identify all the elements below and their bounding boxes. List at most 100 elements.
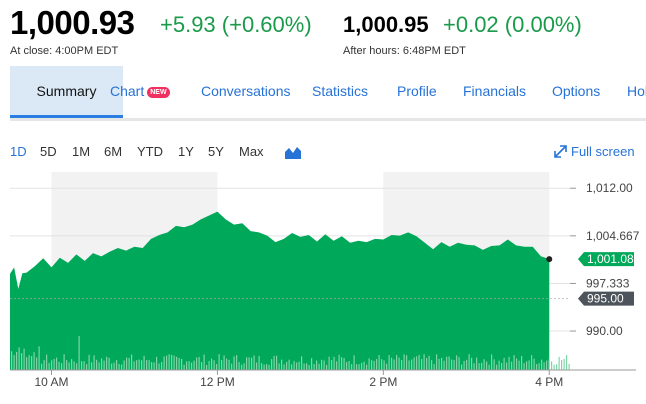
volume-bar <box>376 359 378 370</box>
range-1d[interactable]: 1D <box>10 144 27 159</box>
volume-bar <box>96 359 98 370</box>
volume-bar <box>326 364 328 370</box>
volume-bar <box>298 361 300 370</box>
tab-financials-label: Financials <box>463 83 527 99</box>
range-max[interactable]: Max <box>239 144 264 159</box>
volume-bar <box>173 355 175 370</box>
range-5d[interactable]: 5D <box>40 144 57 159</box>
volume-bar <box>151 362 153 370</box>
volume-bar <box>221 359 223 370</box>
volume-bar <box>481 362 483 370</box>
volume-bar <box>323 360 325 370</box>
y-tick-label: 1,012.00 <box>586 181 633 195</box>
volume-bar <box>286 361 288 370</box>
tab-chart[interactable]: Chart NEW <box>110 66 170 118</box>
volume-bar <box>178 357 180 370</box>
volume-bar <box>33 352 35 370</box>
volume-bar <box>301 356 303 370</box>
volume-bar <box>328 356 330 370</box>
volume-bar <box>271 359 273 370</box>
volume-bar <box>526 361 528 370</box>
volume-bar <box>103 360 105 370</box>
volume-bar <box>296 362 298 370</box>
volume-bar <box>333 356 335 370</box>
volume-bar <box>338 354 340 370</box>
volume-bar <box>268 364 270 370</box>
volume-bar <box>193 360 195 370</box>
volume-bar <box>516 358 518 370</box>
range-ytd[interactable]: YTD <box>137 144 163 159</box>
volume-bar <box>563 358 565 370</box>
tab-holders[interactable]: Hol <box>627 66 646 118</box>
volume-bar <box>123 360 125 370</box>
volume-bar <box>161 362 163 370</box>
volume-bar <box>266 364 268 370</box>
volume-bar <box>238 362 240 370</box>
volume-bar <box>471 357 473 370</box>
volume-bar <box>521 355 523 370</box>
volume-bar <box>106 356 108 370</box>
volume-bar <box>196 357 198 370</box>
tab-statistics[interactable]: Statistics <box>312 66 368 118</box>
volume-bar <box>126 357 128 370</box>
volume-bar <box>256 362 258 370</box>
volume-bar <box>273 355 275 370</box>
volume-bar <box>363 361 365 370</box>
tab-conversations-label: Conversations <box>201 83 291 99</box>
volume-bar <box>343 357 345 370</box>
price-change: +5.93 (+0.60%) <box>160 12 312 37</box>
x-tick-label: 10 AM <box>34 375 68 389</box>
volume-bar <box>163 356 165 370</box>
volume-bar <box>141 360 143 370</box>
tab-profile[interactable]: Profile <box>397 66 437 118</box>
volume-bar <box>453 360 455 370</box>
tab-summary[interactable]: Summary <box>10 66 123 118</box>
volume-bar <box>346 362 348 370</box>
volume-bar <box>528 360 530 370</box>
volume-bar <box>513 355 515 370</box>
tab-conversations[interactable]: Conversations <box>201 66 291 118</box>
y-tick-label: 1,004.667 <box>586 229 640 243</box>
tab-financials[interactable]: Financials <box>463 66 526 118</box>
volume-bar <box>121 364 123 370</box>
volume-bar <box>248 357 250 370</box>
volume-bar <box>458 357 460 370</box>
range-6m[interactable]: 6M <box>104 144 123 159</box>
tab-options[interactable]: Options <box>552 66 600 118</box>
range-1m[interactable]: 1M <box>72 144 91 159</box>
volume-bar <box>368 358 370 370</box>
volume-bar <box>16 351 18 370</box>
volume-bar <box>153 362 155 370</box>
volume-bar <box>231 363 233 370</box>
volume-bar <box>18 347 20 370</box>
volume-bar <box>226 358 228 370</box>
volume-bar <box>408 360 410 370</box>
volume-bar <box>66 360 68 370</box>
fullscreen-button[interactable]: Full screen <box>554 144 635 159</box>
range-1y[interactable]: 1Y <box>178 144 194 159</box>
volume-bar <box>43 360 45 370</box>
volume-bar <box>168 354 170 370</box>
volume-bar <box>503 357 505 370</box>
volume-bar <box>111 363 113 370</box>
volume-bar <box>566 355 568 370</box>
x-axis-ticks: 10 AM 12 PM 2 PM 4 PM <box>10 369 636 389</box>
volume-bar <box>288 359 290 370</box>
volume-bar <box>208 361 210 370</box>
x-tick-label: 4 PM <box>535 375 563 389</box>
volume-bar <box>428 355 430 370</box>
volume-bar <box>483 359 485 370</box>
volume-bar <box>171 354 173 370</box>
volume-bar <box>373 360 375 370</box>
volume-bar <box>13 355 15 370</box>
volume-bar <box>223 355 225 370</box>
volume-bar <box>313 364 315 370</box>
price-area <box>10 211 550 370</box>
volume-bar <box>31 356 33 370</box>
mountain-chart-icon[interactable] <box>285 145 301 159</box>
range-5y[interactable]: 5Y <box>208 144 224 159</box>
volume-bar <box>541 359 543 370</box>
volume-bar <box>58 361 60 370</box>
volume-bar <box>436 354 438 370</box>
volume-bar <box>291 364 293 370</box>
